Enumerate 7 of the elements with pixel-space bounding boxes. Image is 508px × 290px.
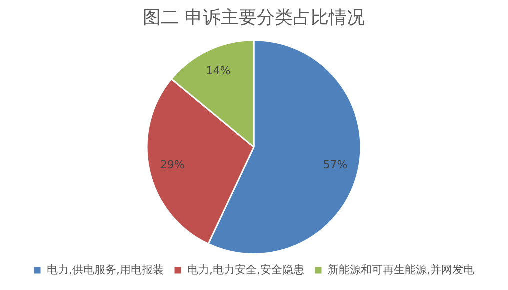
data-label: 14% bbox=[206, 64, 231, 78]
legend-label: 新能源和可再生能源,并网发电 bbox=[328, 263, 474, 276]
data-label: 29% bbox=[160, 158, 185, 172]
legend-label: 电力,供电服务,用电报装 bbox=[47, 263, 164, 276]
data-label: 57% bbox=[323, 158, 348, 172]
chart-title: 图二 申诉主要分类占比情况 bbox=[143, 7, 365, 28]
legend-label: 电力,电力安全,安全隐患 bbox=[188, 263, 304, 276]
